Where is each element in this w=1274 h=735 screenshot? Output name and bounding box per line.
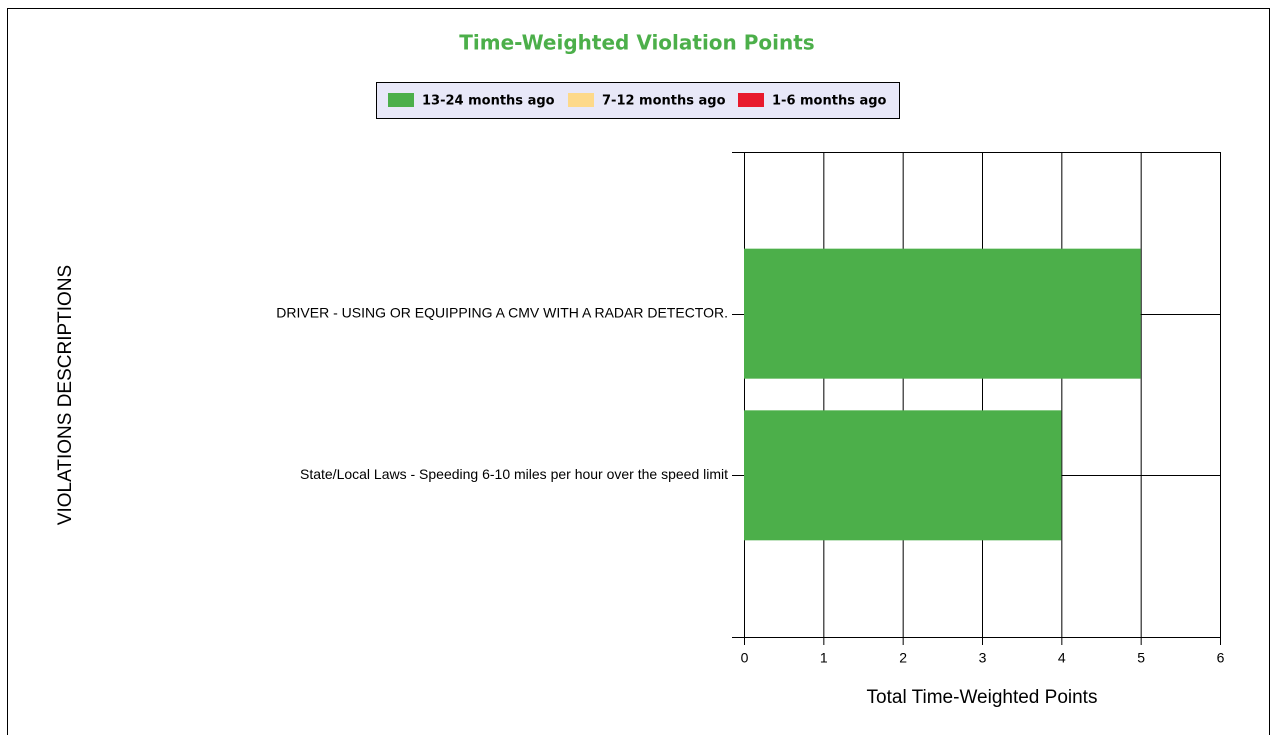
x-tick-label: 1 xyxy=(820,650,828,666)
y-tick-label: State/Local Laws - Speeding 6-10 miles p… xyxy=(300,466,728,482)
legend-label: 1-6 months ago xyxy=(772,94,887,109)
x-tick-label: 5 xyxy=(1137,650,1145,666)
legend-swatch xyxy=(738,93,764,107)
legend xyxy=(376,82,900,119)
x-axis-label: Total Time-Weighted Points xyxy=(867,687,1098,708)
legend-label: 7-12 months ago xyxy=(602,94,726,109)
legend-swatch xyxy=(388,93,414,107)
x-tick-label: 2 xyxy=(899,650,907,666)
x-tick-label: 6 xyxy=(1217,650,1225,666)
x-tick-label: 3 xyxy=(979,650,987,666)
y-axis-label: VIOLATIONS DESCRIPTIONS xyxy=(55,265,76,525)
legend-label: 13-24 months ago xyxy=(422,94,555,109)
chart-title: Time-Weighted Violation Points xyxy=(459,31,814,55)
y-tick-label: DRIVER - USING OR EQUIPPING A CMV WITH A… xyxy=(276,304,728,320)
x-tick-label: 0 xyxy=(741,650,749,666)
bar xyxy=(744,248,1141,379)
bar xyxy=(744,410,1062,541)
legend-swatch xyxy=(568,93,594,107)
x-tick-label: 4 xyxy=(1058,650,1066,666)
